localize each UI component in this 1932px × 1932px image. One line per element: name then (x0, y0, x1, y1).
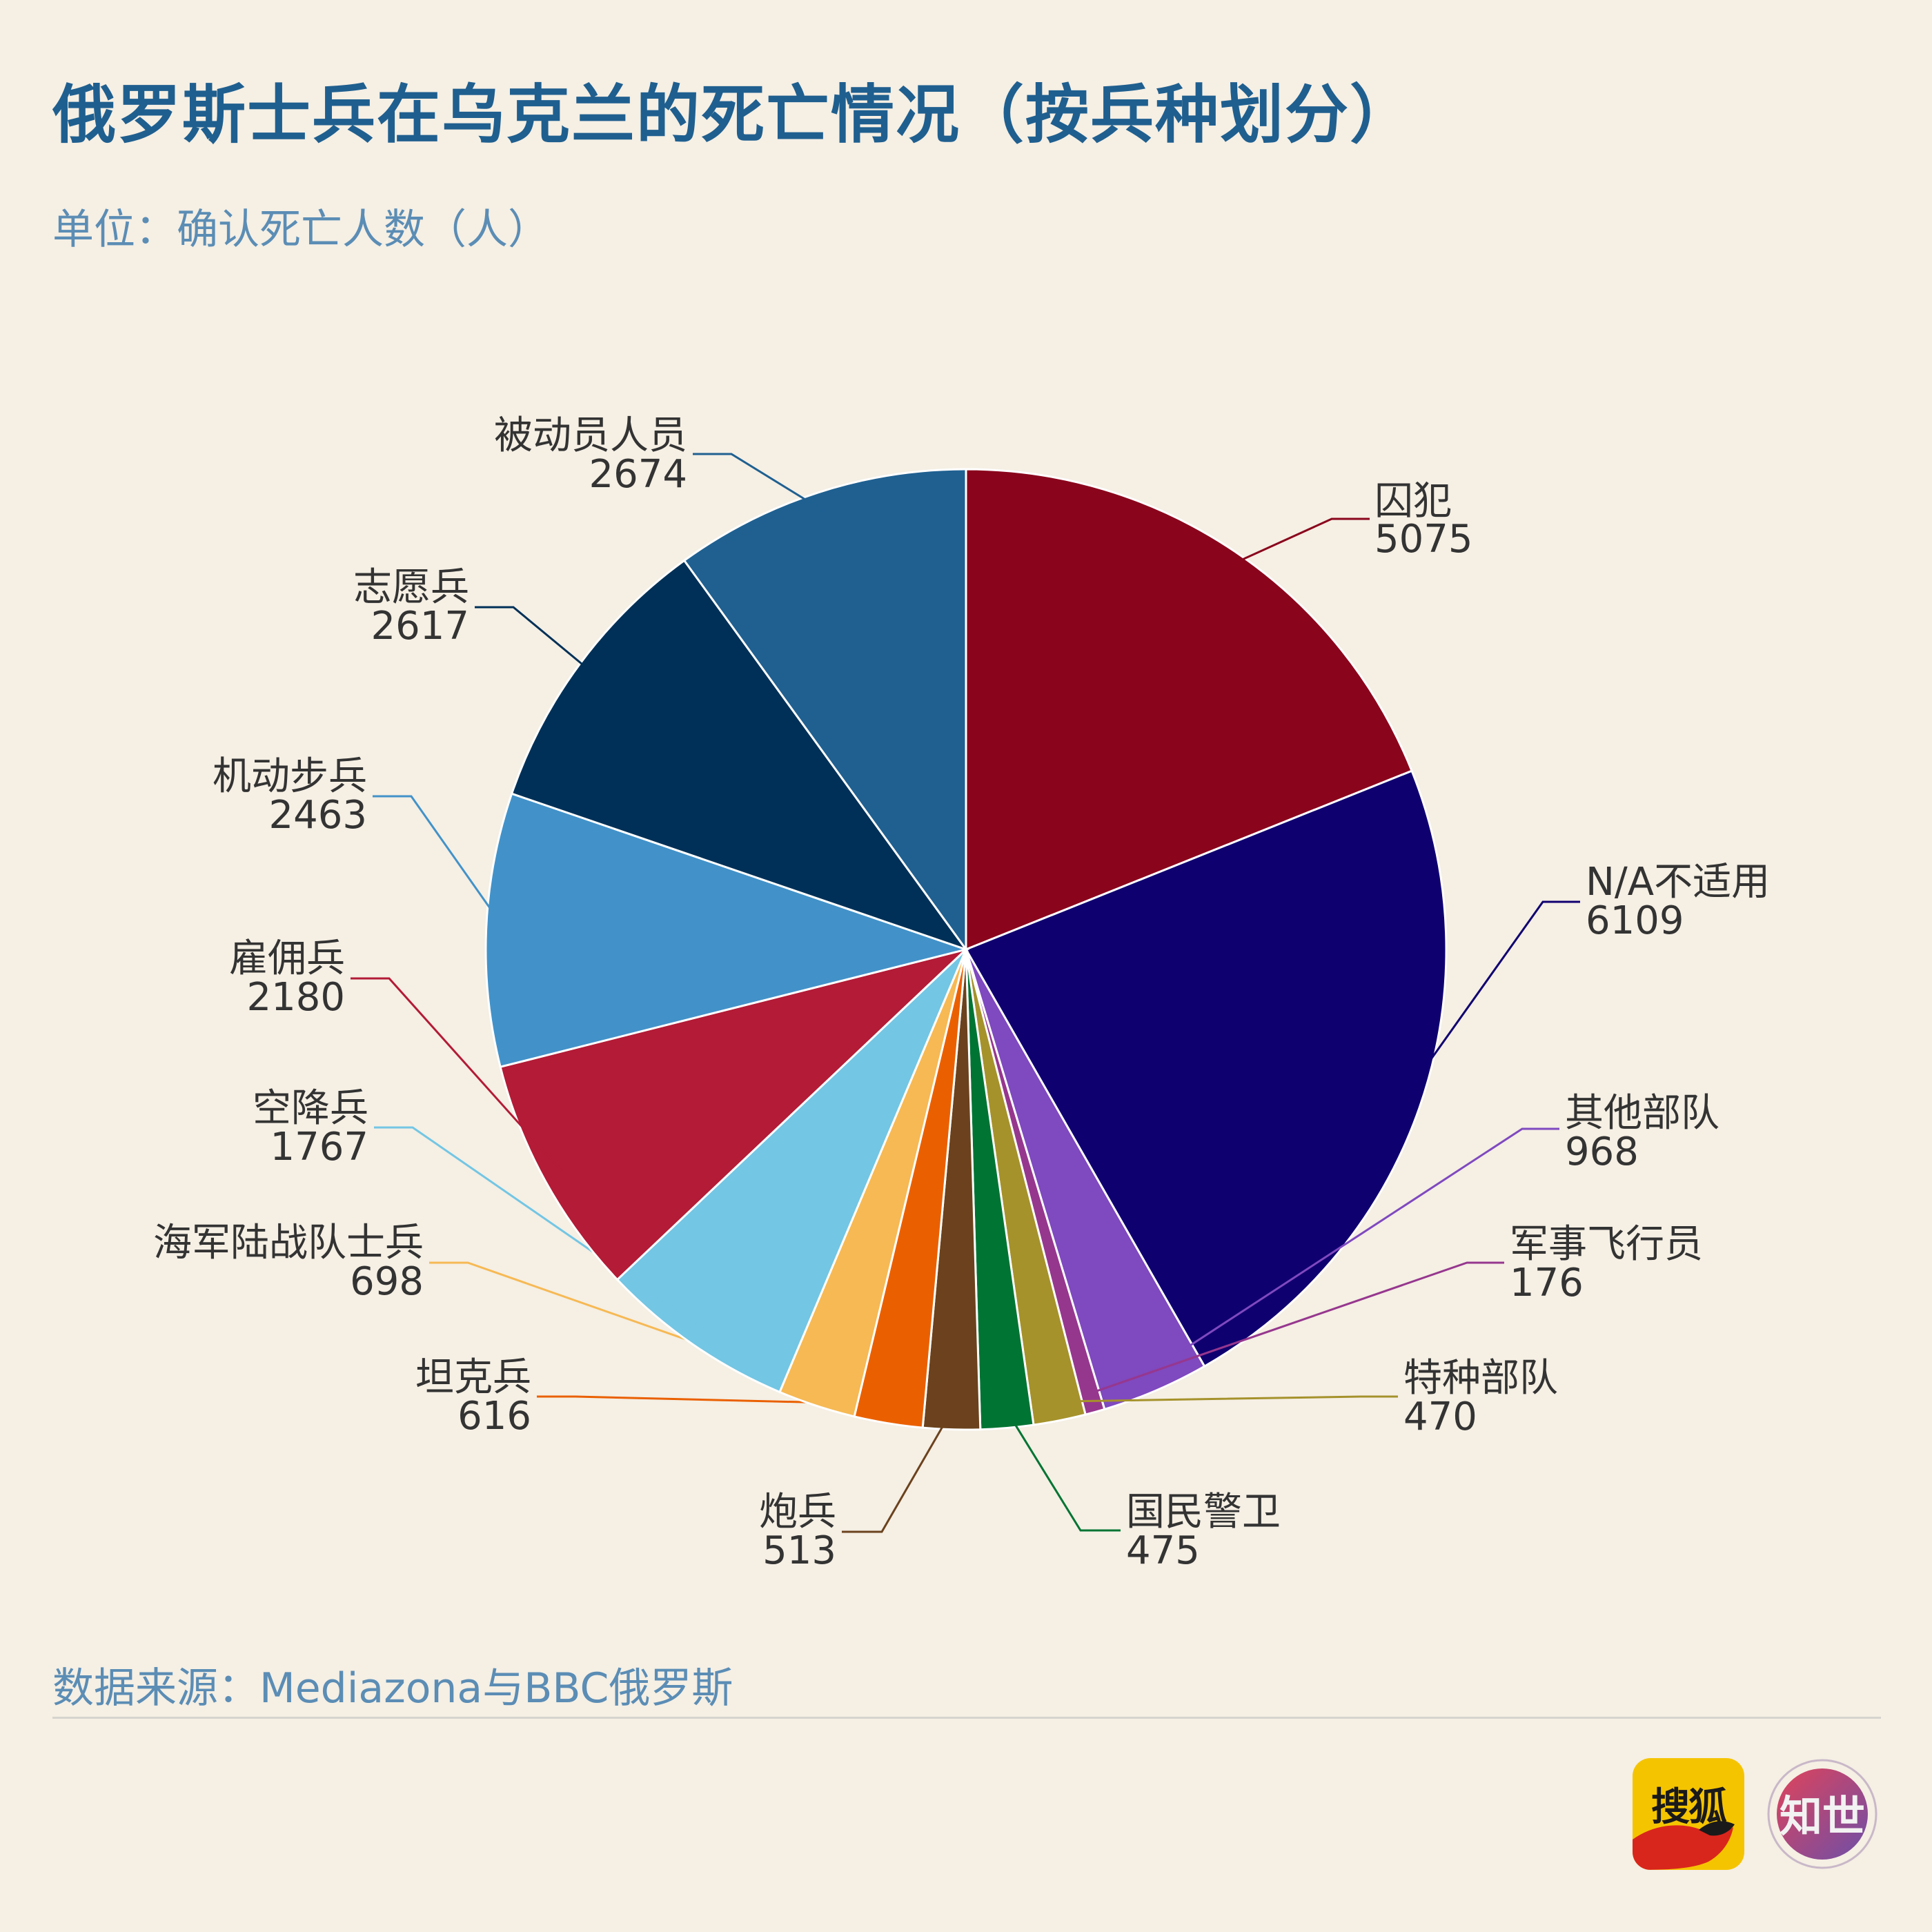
slice-label-11: 机动步兵 (213, 754, 367, 799)
slice-label-12: 志愿兵 (353, 565, 469, 610)
slice-label-0: 囚犯 (1374, 479, 1452, 524)
slice-value-3: 176 (1510, 1261, 1584, 1305)
slice-value-1: 6109 (1586, 898, 1684, 943)
zhishi-logo: 知世 (1766, 1758, 1878, 1870)
slice-value-8: 698 (350, 1259, 424, 1304)
slice-value-5: 475 (1126, 1528, 1200, 1573)
chart-title: 俄罗斯士兵在乌克兰的死亡情况（按兵种划分） (52, 78, 1415, 152)
slice-label-5: 国民警卫 (1126, 1490, 1281, 1535)
slice-value-12: 2617 (371, 604, 469, 649)
pie-slice-11 (484, 792, 970, 1069)
leader-line-7 (537, 1395, 891, 1406)
pie-slice-1 (964, 769, 1448, 1368)
slice-label-3: 军事飞行员 (1510, 1222, 1703, 1267)
pie-slice-10 (499, 947, 970, 1281)
sohu-logo: 搜狐 (1633, 1758, 1744, 1870)
slice-value-6: 513 (762, 1528, 836, 1573)
slice-value-0: 5075 (1374, 517, 1473, 562)
data-source: 数据来源：Mediazona与BBC俄罗斯 (52, 1664, 733, 1713)
leader-line-0 (1223, 518, 1370, 569)
footer-divider (52, 1717, 1881, 1719)
pie-slice-13 (682, 468, 967, 953)
zhishi-logo-text: 知世 (1779, 1791, 1865, 1842)
leader-line-3 (1090, 1261, 1504, 1394)
slice-label-4: 特种部队 (1403, 1356, 1558, 1401)
slice-label-2: 其他部队 (1565, 1091, 1719, 1136)
chart-subtitle: 单位：确认死亡人数（人） (52, 206, 549, 254)
slice-label-1: N/A不适用 (1586, 860, 1770, 905)
slice-value-7: 616 (457, 1394, 531, 1439)
slice-label-7: 坦克兵 (415, 1355, 531, 1400)
pie-slice-0 (965, 468, 1414, 952)
sohu-logo-text: 搜狐 (1651, 1785, 1727, 1830)
slice-value-13: 2674 (589, 452, 687, 497)
slice-label-10: 雇佣兵 (229, 936, 345, 981)
slice-label-9: 空降兵 (253, 1086, 368, 1131)
leader-line-1 (1400, 900, 1580, 1102)
slice-value-2: 968 (1565, 1130, 1639, 1174)
slice-label-13: 被动员人员 (494, 413, 687, 458)
leader-line-10 (351, 977, 563, 1172)
leader-line-5 (1004, 1408, 1121, 1532)
leader-line-6 (842, 1409, 954, 1533)
slice-label-8: 海军陆战队士兵 (153, 1221, 424, 1265)
slice-value-9: 1767 (270, 1125, 368, 1170)
pie-slice-9 (615, 948, 967, 1394)
leader-line-2 (1147, 1127, 1559, 1374)
leader-line-13 (693, 453, 825, 512)
slice-value-10: 2180 (246, 975, 345, 1020)
leader-line-12 (475, 606, 597, 676)
slice-value-4: 470 (1403, 1394, 1477, 1439)
pie-slice-12 (510, 559, 969, 952)
slice-value-11: 2463 (268, 793, 367, 838)
leader-line-4 (1056, 1395, 1398, 1403)
slice-label-6: 炮兵 (759, 1490, 836, 1535)
leader-line-11 (373, 795, 506, 931)
